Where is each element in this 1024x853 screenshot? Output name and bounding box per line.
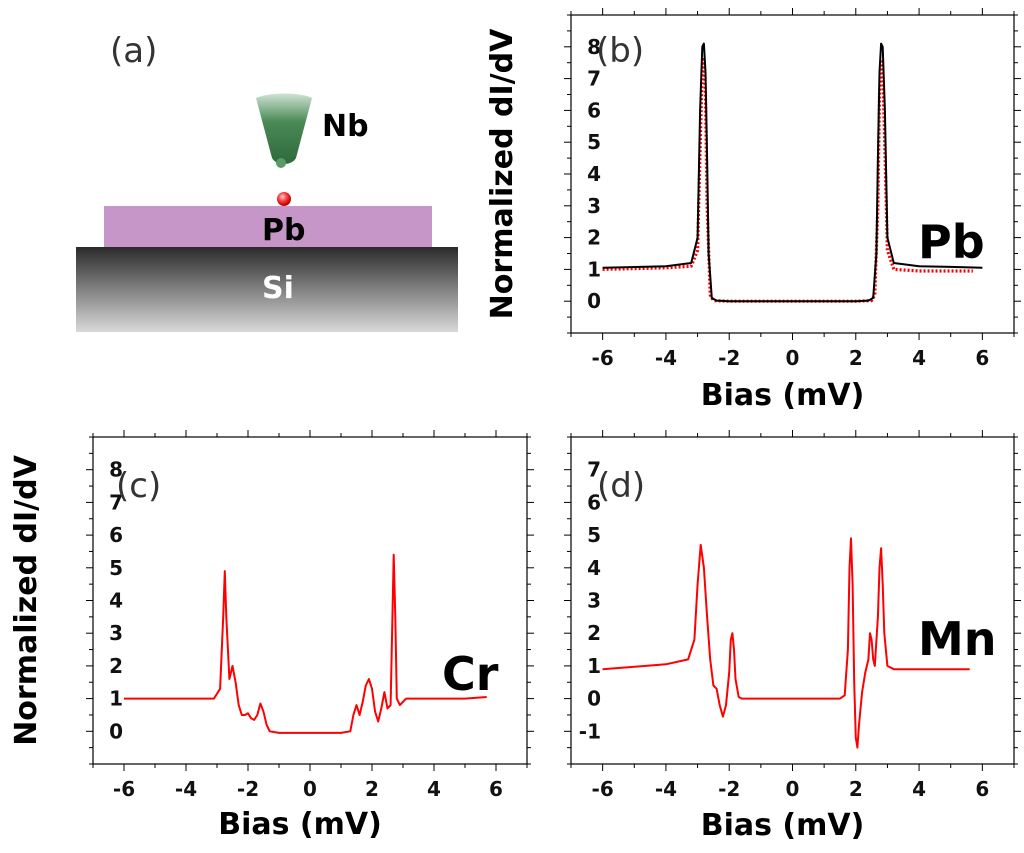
- y-tick-label: 3: [587, 589, 601, 613]
- y-tick-label: 1: [587, 257, 601, 281]
- y-tick-label: 5: [587, 523, 601, 547]
- x-tick-label: 4: [427, 777, 441, 801]
- x-tick-label: 2: [849, 346, 863, 370]
- y-tick-label: 0: [587, 687, 601, 711]
- si-substrate: [76, 247, 458, 332]
- y-tick-label: 7: [587, 458, 601, 482]
- y-tick-label: 8: [109, 458, 123, 482]
- y-tick-label: 6: [109, 523, 123, 547]
- y-tick-label: -1: [579, 719, 601, 743]
- tip-label: Nb: [322, 109, 369, 144]
- y-tick-label: 1: [109, 687, 123, 711]
- y-axis-label: Normalized dI/dV: [9, 454, 44, 745]
- element-annotation: Mn: [918, 612, 997, 666]
- y-tick-label: 3: [109, 621, 123, 645]
- y-tick-label: 4: [109, 589, 123, 613]
- panel-label: (b): [596, 31, 644, 71]
- y-tick-label: 6: [587, 490, 601, 514]
- y-tick-label: 3: [587, 194, 601, 218]
- series-line-mn-spectrum: [602, 537, 970, 749]
- x-tick-label: 6: [975, 346, 989, 370]
- x-tick-label: -2: [237, 777, 259, 801]
- y-tick-label: 4: [587, 162, 601, 186]
- x-tick-label: 0: [786, 346, 800, 370]
- panel-label: (c): [116, 466, 161, 506]
- x-tick-label: 4: [912, 777, 926, 801]
- x-axis-label: Bias (mV): [701, 378, 865, 413]
- x-tick-label: 0: [303, 777, 317, 801]
- x-tick-label: -4: [175, 777, 197, 801]
- x-axis-label: Bias (mV): [701, 808, 865, 843]
- panel-c-chart: -6 -4 -2 0 2 4 6 0 1 2 3 4 5 6 7 8 Bias (mV) Normalized d…: [9, 430, 534, 842]
- panel-d-chart: -6 -4 -2 0 2 4 6 -1 0 1 2 3 4 5 6 7 Bias (mV) (d) Mn: [564, 430, 1021, 843]
- schematic-panel-label: (a): [110, 31, 157, 71]
- y-tick-label: 0: [109, 719, 123, 743]
- y-tick-label: 7: [109, 490, 123, 514]
- y-tick-label: 5: [587, 130, 601, 154]
- series-line-cr-spectrum: [124, 553, 487, 734]
- x-tick-label: -6: [592, 346, 614, 370]
- series-line-fit: [602, 42, 983, 303]
- y-tick-label: 2: [109, 654, 123, 678]
- y-axis-label: Normalized dI/dV: [485, 28, 520, 319]
- y-tick-label: 0: [587, 289, 601, 313]
- x-tick-label: 2: [849, 777, 863, 801]
- x-tick-label: 0: [786, 777, 800, 801]
- x-tick-label: -4: [655, 346, 677, 370]
- panel-b-chart: -6 -4 -2 0 2 4 6 0 1 2 3 4 5 6 7 8 Bias (mV) Normalized d…: [485, 8, 1021, 413]
- y-tick-label: 1: [587, 654, 601, 678]
- x-tick-label: -4: [655, 777, 677, 801]
- y-tick-label: 2: [587, 621, 601, 645]
- x-tick-label: 6: [489, 777, 503, 801]
- x-tick-label: 4: [912, 346, 926, 370]
- nb-tip-shape: [256, 93, 312, 164]
- element-annotation: Cr: [442, 647, 499, 701]
- x-tick-label: -2: [718, 777, 740, 801]
- x-tick-label: -6: [592, 777, 614, 801]
- y-tick-label: 2: [587, 226, 601, 250]
- x-axis-label: Bias (mV): [218, 807, 382, 842]
- nb-tip-apex: [276, 158, 286, 168]
- y-tick-label: 4: [587, 556, 601, 580]
- y-tick-label: 7: [587, 67, 601, 91]
- element-annotation: Pb: [918, 215, 985, 269]
- y-tick-label: 5: [109, 556, 123, 580]
- x-tick-label: -6: [113, 777, 135, 801]
- x-tick-label: 6: [975, 777, 989, 801]
- film-label: Pb: [262, 213, 305, 248]
- panel-label: (d): [597, 466, 645, 506]
- adatom: [277, 192, 291, 206]
- x-tick-label: 2: [365, 777, 379, 801]
- schematic-panel: (a) Nb Pb Si: [76, 31, 458, 332]
- x-tick-label: -2: [718, 346, 740, 370]
- y-tick-label: 8: [587, 35, 601, 59]
- substrate-label: Si: [262, 271, 294, 306]
- y-tick-label: 6: [587, 98, 601, 122]
- pb-film: [104, 206, 432, 248]
